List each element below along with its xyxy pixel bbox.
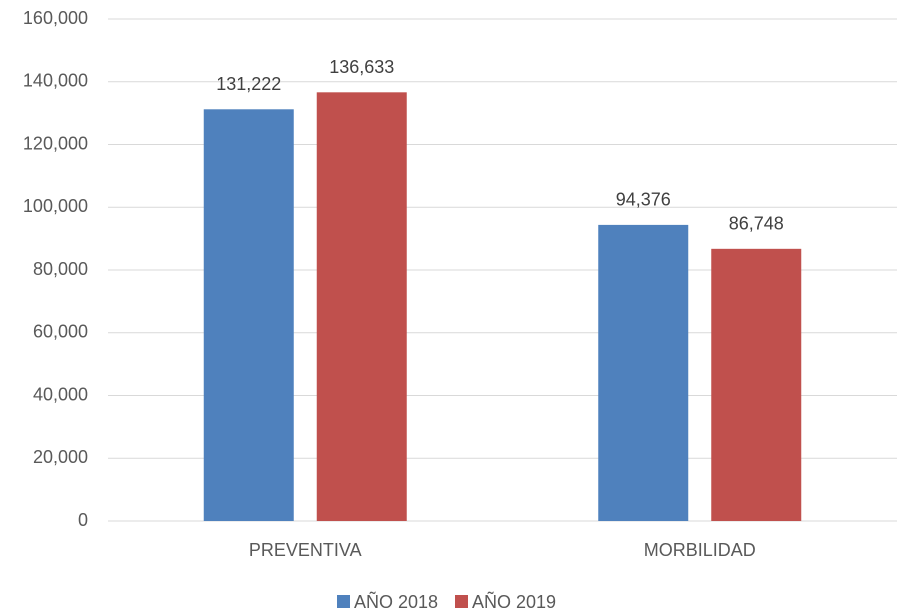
y-tick-label: 160,000 <box>23 8 88 28</box>
bar <box>316 92 407 521</box>
legend-label: AÑO 2018 <box>354 591 438 612</box>
y-tick-label: 60,000 <box>33 322 88 342</box>
bar <box>711 248 802 521</box>
x-tick-label: PREVENTIVA <box>249 540 362 560</box>
y-tick-label: 140,000 <box>23 71 88 91</box>
bar <box>598 224 689 521</box>
y-tick-label: 40,000 <box>33 384 88 404</box>
legend-swatch <box>455 595 468 608</box>
data-label: 136,633 <box>329 57 394 77</box>
data-label: 94,376 <box>616 190 671 210</box>
legend-label: AÑO 2019 <box>472 591 556 612</box>
data-label: 86,748 <box>729 214 784 234</box>
y-tick-label: 20,000 <box>33 447 88 467</box>
x-tick-label: MORBILIDAD <box>644 540 756 560</box>
y-tick-label: 120,000 <box>23 133 88 153</box>
y-tick-label: 80,000 <box>33 259 88 279</box>
y-tick-label: 0 <box>78 510 88 530</box>
y-tick-label: 100,000 <box>23 196 88 216</box>
data-label: 131,222 <box>216 74 281 94</box>
bar <box>203 109 294 521</box>
legend-swatch <box>337 595 350 608</box>
